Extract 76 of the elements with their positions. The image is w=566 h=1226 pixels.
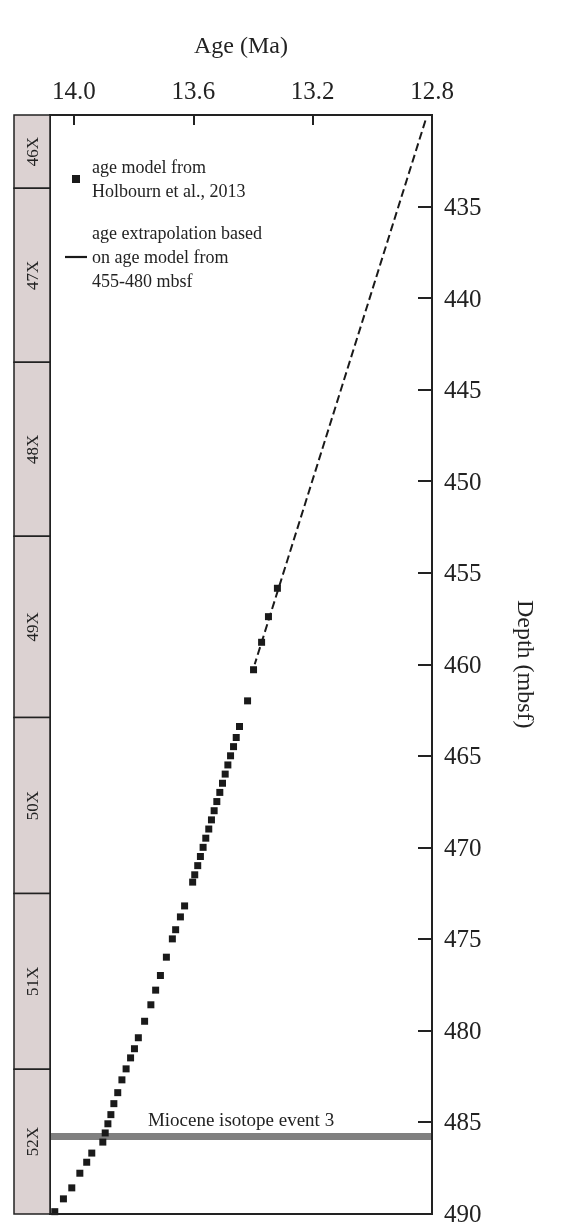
y-tick-label: 475 [444, 925, 482, 953]
y-tick-label: 470 [444, 833, 482, 861]
point [213, 798, 221, 806]
legend-label: age model from Holbourn et al., 2013 [92, 157, 246, 201]
point [168, 935, 176, 943]
point [273, 584, 281, 592]
point [196, 852, 204, 860]
point [118, 1076, 126, 1084]
y-axis-title: Depth (mbsf) [513, 599, 539, 729]
point [221, 770, 229, 778]
y-tick-label: 435 [444, 193, 482, 221]
point [176, 913, 184, 921]
series-label: 50X [22, 790, 42, 821]
point [141, 1017, 149, 1025]
point [202, 834, 210, 842]
point [264, 613, 272, 621]
point [227, 752, 235, 760]
y-tick-label: 445 [444, 376, 482, 404]
point [107, 1111, 115, 1119]
point [181, 902, 189, 910]
point [162, 953, 170, 961]
point [68, 1184, 76, 1192]
y-tick-label: 455 [444, 559, 482, 587]
point [59, 1195, 67, 1203]
y-tick-label: 465 [444, 742, 482, 770]
point [258, 638, 266, 646]
y-tick-label: 440 [444, 284, 482, 312]
x-tick-label: 14.0 [52, 77, 96, 104]
point [236, 723, 244, 730]
point [101, 1129, 109, 1137]
y-tick-label: 490 [444, 1200, 482, 1226]
point [194, 862, 202, 870]
y-tick-label: 450 [444, 467, 482, 495]
legend-label: age extrapolation based on age model from 455-480 mbsf [92, 223, 267, 291]
point [250, 666, 258, 674]
x-axis-title: Age (Ma) [194, 32, 288, 58]
point [88, 1149, 96, 1157]
point [219, 779, 226, 787]
point [76, 1169, 84, 1177]
point [110, 1100, 118, 1108]
point [210, 807, 218, 815]
point [152, 986, 160, 994]
point [205, 825, 213, 833]
point [104, 1120, 112, 1128]
series-label: 49X [22, 612, 42, 642]
y-tick-label: 460 [444, 650, 482, 678]
point [114, 1089, 122, 1097]
x-tick-label: 13.6 [171, 77, 216, 104]
point [230, 743, 238, 751]
point [147, 1001, 155, 1009]
point [199, 843, 207, 851]
point [189, 878, 197, 886]
point [83, 1158, 91, 1166]
point [191, 871, 199, 879]
point [127, 1054, 135, 1062]
point [224, 761, 232, 769]
series-label: 51X [22, 966, 42, 997]
y-tick-label: 480 [444, 1016, 482, 1044]
point [134, 1034, 142, 1042]
point [156, 971, 164, 979]
y-tick-label: 485 [444, 1108, 482, 1136]
point [244, 697, 252, 705]
x-tick-label: 12.8 [410, 77, 454, 104]
point [172, 926, 180, 934]
point [122, 1065, 130, 1073]
point [216, 788, 224, 796]
point [130, 1045, 138, 1053]
x-tick-label: 13.2 [290, 77, 335, 104]
series-label: 48X [22, 434, 42, 464]
series-label: 46X [22, 136, 42, 167]
point [207, 816, 215, 824]
series-label: 47X [22, 260, 42, 290]
ref-line-label: Miocene isotope event 3 [147, 1108, 335, 1130]
series-label: 52X [22, 1127, 42, 1157]
point [99, 1138, 107, 1146]
point [232, 733, 240, 741]
